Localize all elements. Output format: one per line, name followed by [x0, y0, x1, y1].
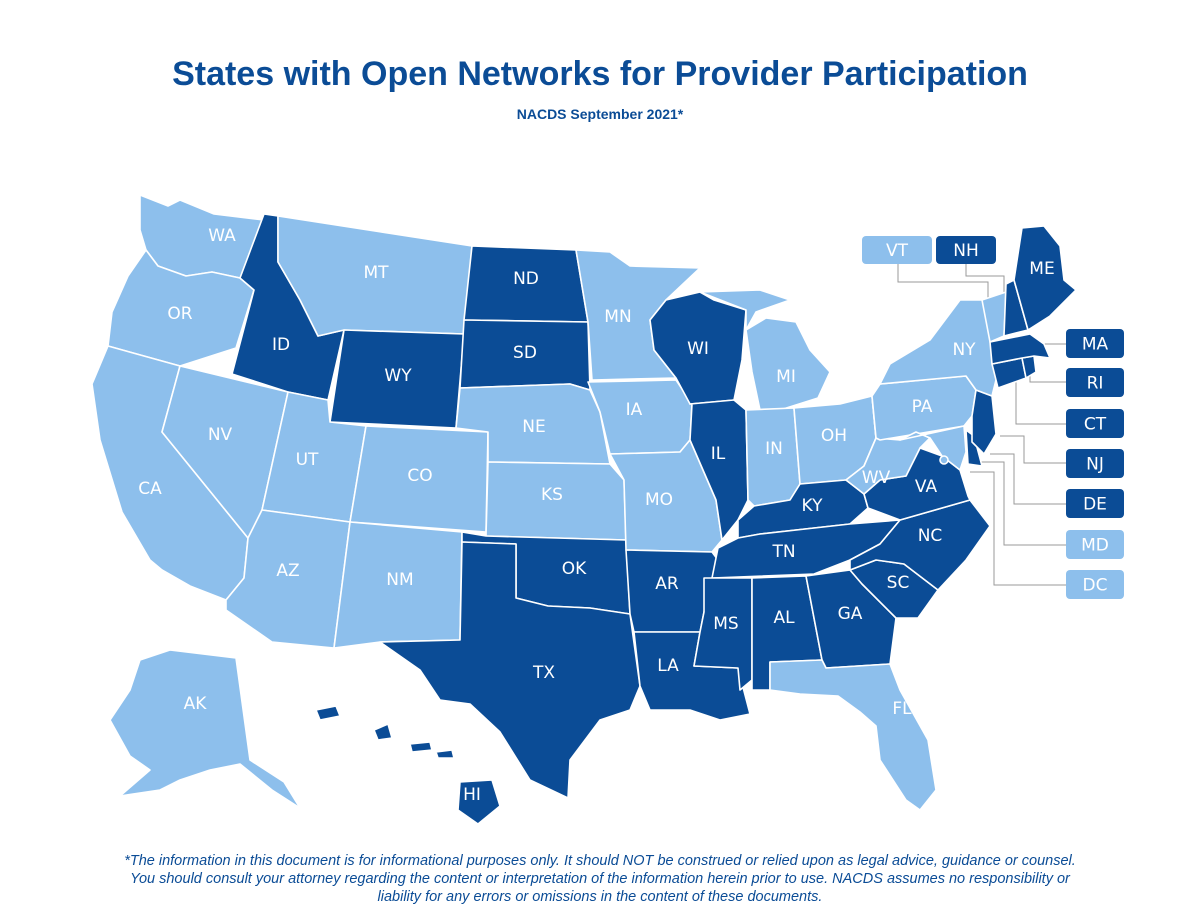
state-label-il: IL — [711, 444, 726, 464]
state-label-ga: GA — [838, 604, 863, 624]
state-label-mn: MN — [604, 307, 631, 327]
callout-ma: MA — [1066, 329, 1124, 358]
state-label-ar: AR — [655, 574, 679, 594]
state-fl[interactable] — [769, 659, 937, 811]
callout-label-ma: MA — [1082, 335, 1109, 355]
state-nc[interactable] — [849, 499, 991, 591]
callout-dc: DC — [1066, 570, 1124, 599]
callout-label-md: MD — [1081, 536, 1109, 556]
state-hi[interactable] — [315, 705, 501, 825]
callout-box-vt — [862, 236, 932, 264]
state-label-sc: SC — [887, 573, 910, 593]
state-label-oh: OH — [821, 426, 847, 446]
state-label-or: OR — [167, 304, 192, 324]
callout-box-ct — [1066, 409, 1124, 438]
state-label-az: AZ — [276, 561, 299, 581]
state-label-hi: HI — [463, 785, 481, 805]
state-label-ms: MS — [713, 614, 738, 634]
callout-de: DE — [1066, 489, 1124, 518]
callout-ct: CT — [1066, 409, 1124, 438]
callout-box-ri — [1066, 368, 1124, 397]
callout-nh: NH — [936, 236, 996, 264]
state-label-ia: IA — [626, 400, 643, 420]
disclaimer-line-2: You should consult your attorney regardi… — [130, 871, 1070, 887]
state-label-fl: FL — [892, 699, 912, 719]
state-label-ne: NE — [522, 417, 545, 437]
state-label-la: LA — [657, 656, 679, 676]
state-label-in: IN — [765, 439, 783, 459]
state-label-nc: NC — [918, 526, 943, 546]
state-label-nd: ND — [513, 269, 539, 289]
state-mi[interactable] — [699, 289, 831, 411]
state-label-va: VA — [915, 477, 938, 497]
state-label-wa: WA — [208, 226, 236, 246]
disclaimer-line-1: *The information in this document is for… — [124, 853, 1076, 869]
state-label-mi: MI — [776, 367, 796, 387]
state-label-wv: WV — [862, 468, 891, 488]
callout-label-de: DE — [1083, 495, 1107, 515]
callout-vt: VT — [862, 236, 932, 264]
state-me[interactable] — [1013, 225, 1077, 331]
state-label-wi: WI — [687, 339, 709, 359]
state-label-tx: TX — [532, 663, 555, 683]
state-label-wy: WY — [384, 366, 412, 386]
disclaimer-line-3: liability for any errors or omissions in… — [377, 889, 823, 905]
state-ak[interactable] — [109, 649, 301, 809]
callout-label-ct: CT — [1084, 415, 1107, 435]
state-labels: WA OR CA ID NV MT WY UT AZ CO NM ND SD NE KS OK TX MN IA MO… — [138, 226, 1054, 805]
state-label-sd: SD — [513, 343, 537, 363]
map-title: States with Open Networks for Provider P… — [172, 55, 1028, 93]
state-label-ky: KY — [802, 496, 824, 516]
callout-label-nh: NH — [953, 241, 979, 261]
callout-label-dc: DC — [1083, 576, 1108, 596]
state-label-nm: NM — [386, 570, 413, 590]
state-label-ny: NY — [952, 340, 976, 360]
callout-ri: RI — [1066, 368, 1124, 397]
state-label-ok: OK — [562, 559, 587, 579]
callout-label-nj: NJ — [1086, 455, 1104, 475]
callout-box-dc — [1066, 570, 1124, 599]
callout-label-ri: RI — [1087, 374, 1104, 394]
state-label-pa: PA — [912, 397, 933, 417]
callout-box-ma — [1066, 329, 1124, 358]
disclaimer: *The information in this document is for… — [60, 852, 1140, 906]
state-label-nv: NV — [208, 425, 233, 445]
state-label-tn: TN — [771, 542, 795, 562]
callout-box-nh — [936, 236, 996, 264]
callout-label-vt: VT — [886, 241, 909, 261]
state-label-ut: UT — [296, 450, 319, 470]
state-ma[interactable] — [989, 333, 1051, 365]
state-tx[interactable] — [379, 541, 641, 799]
state-il[interactable] — [689, 399, 749, 541]
callout-box-md — [1066, 530, 1124, 559]
state-label-mo: MO — [645, 490, 673, 510]
state-label-ak: AK — [184, 694, 208, 714]
state-label-me: ME — [1029, 259, 1054, 279]
callout-nj: NJ — [1066, 449, 1124, 478]
state-or[interactable] — [107, 249, 255, 367]
state-dc[interactable] — [939, 455, 949, 465]
state-label-id: ID — [272, 335, 290, 355]
callout-boxes: VT NH MA RI CT NJ DE MD DC — [862, 236, 1124, 599]
state-nj[interactable] — [971, 389, 997, 455]
callout-box-de — [1066, 489, 1124, 518]
state-label-co: CO — [407, 466, 432, 486]
state-label-ca: CA — [138, 479, 162, 499]
state-md[interactable] — [899, 425, 967, 471]
state-label-mt: MT — [363, 263, 389, 283]
state-wi[interactable] — [649, 291, 747, 405]
map-subtitle: NACDS September 2021* — [516, 106, 684, 122]
callout-box-nj — [1066, 449, 1124, 478]
state-label-ks: KS — [541, 485, 563, 505]
callout-md: MD — [1066, 530, 1124, 559]
state-label-al: AL — [773, 608, 795, 628]
callout-lines — [897, 264, 1066, 586]
